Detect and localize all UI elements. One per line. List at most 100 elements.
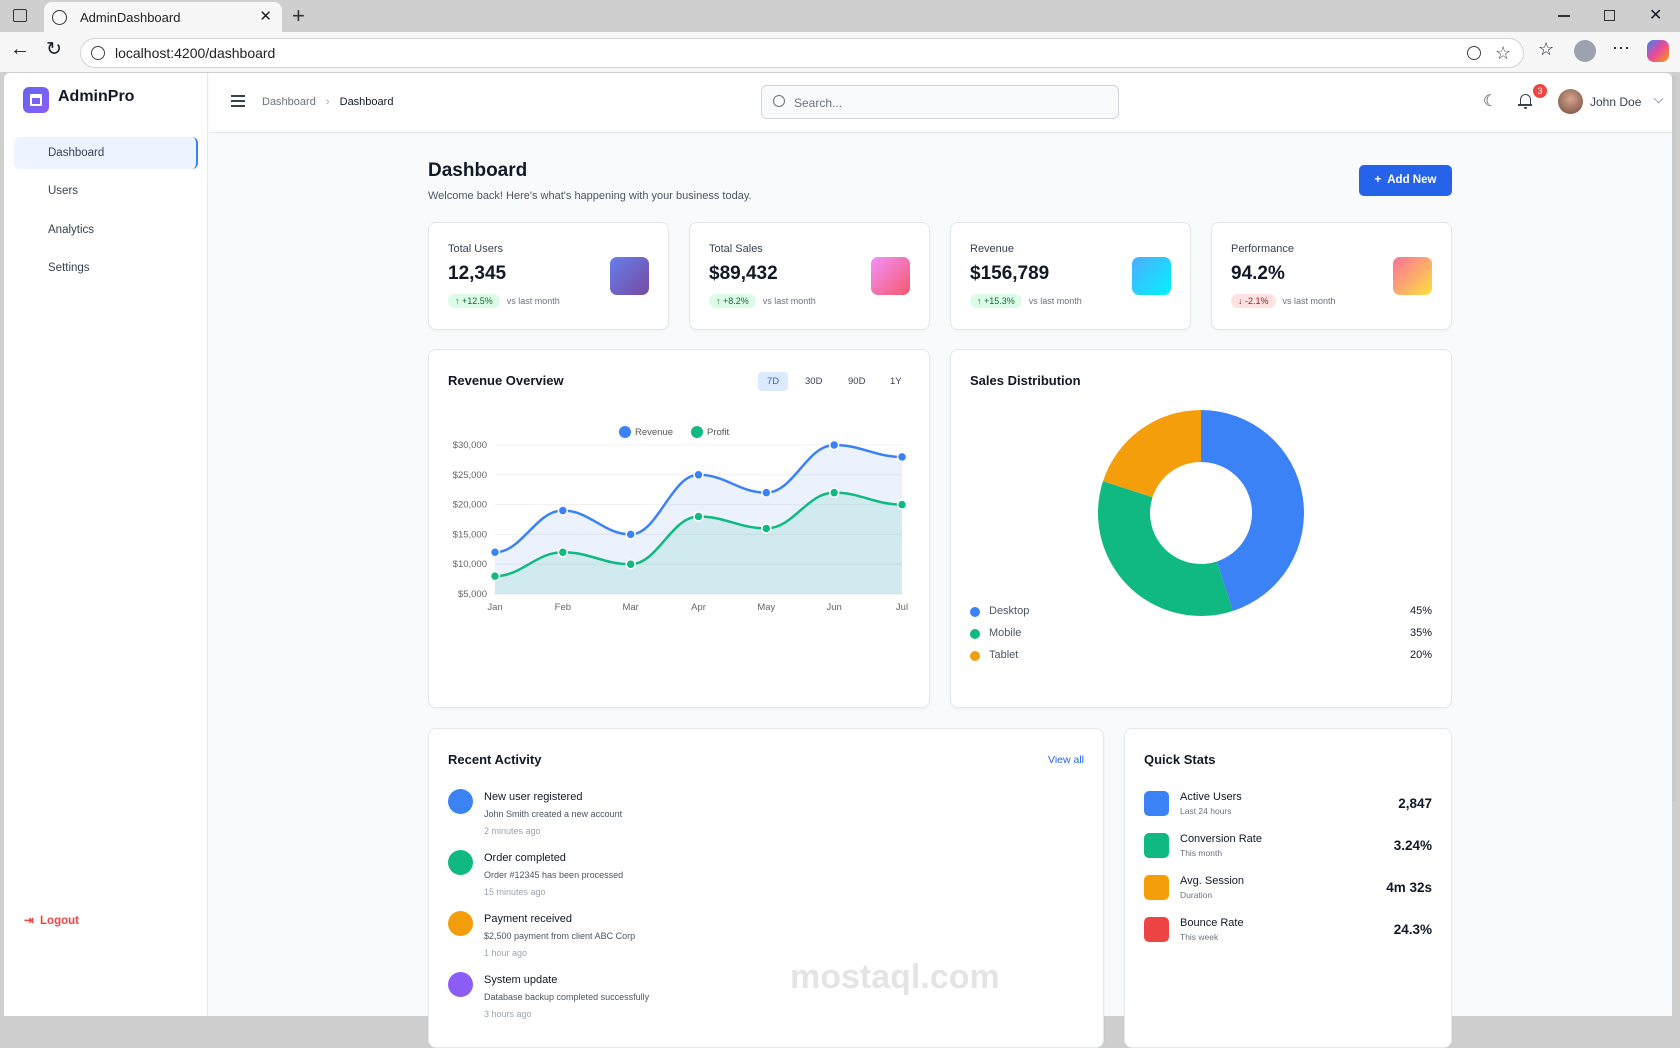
legend-dot — [970, 607, 980, 617]
star-icon[interactable]: ☆ — [1495, 43, 1512, 63]
activity-title: Payment received — [484, 913, 573, 925]
browser-tab[interactable]: AdminDashboard ✕ — [44, 2, 282, 32]
sidebar-item-users[interactable]: Users — [48, 185, 79, 197]
range-1y[interactable]: 1Y — [890, 376, 902, 387]
user-name[interactable]: John Doe — [1590, 95, 1642, 109]
quick-stat-sub: Duration — [1180, 890, 1213, 900]
minimize-icon[interactable] — [1558, 15, 1570, 17]
new-tab-icon[interactable]: + — [292, 3, 305, 28]
quick-stats-card: Quick Stats Active Users Last 24 hours 2,8… — [1124, 728, 1452, 1048]
breadcrumb-link[interactable]: Dashboard — [262, 96, 316, 108]
activity-title: Recent Activity — [448, 752, 542, 767]
notification-badge: 3 — [1533, 84, 1547, 98]
logout-button[interactable]: ⇥ Logout — [24, 913, 79, 927]
quick-stat-value: 4m 32s — [1386, 880, 1432, 895]
menu-icon[interactable] — [231, 95, 245, 107]
avatar[interactable] — [1558, 89, 1583, 114]
profit-point — [693, 511, 704, 522]
sidebar-toggle-icon[interactable] — [13, 9, 27, 22]
revenue-point — [761, 487, 772, 498]
revenue-line-chart: $5,000 $10,000 $15,000 $20,000 $25,000 $30,00… — [453, 426, 908, 613]
sidebar-item-settings[interactable]: Settings — [48, 262, 90, 274]
stat-note: vs last month — [1028, 296, 1082, 306]
stat-card: Total Users 12,345 ↑ +12.5% vs last month — [428, 222, 669, 330]
arrow-up-icon: ↑ — [455, 296, 463, 306]
range-90d[interactable]: 90D — [848, 376, 866, 387]
plus-icon: + — [1374, 174, 1382, 186]
restore-icon[interactable] — [1604, 10, 1615, 21]
activity-title: Order completed — [484, 852, 566, 864]
stat-label: Total Sales — [709, 243, 763, 255]
url-field[interactable]: localhost:4200/dashboard ☆ — [80, 38, 1524, 68]
legend-value: 45% — [1409, 605, 1432, 617]
search-input[interactable]: Search... — [761, 85, 1119, 119]
profit-point — [761, 523, 772, 534]
add-new-label: Add New — [1387, 174, 1437, 186]
url-text: localhost:4200/dashboard — [115, 45, 276, 61]
arrow-down-icon: ↓ — [1238, 296, 1246, 306]
top-header: Dashboard › Dashboard Search... ☾ 3 John… — [209, 73, 1672, 133]
zoom-icon[interactable] — [1467, 46, 1481, 60]
stat-change: +8.2% — [723, 296, 749, 306]
donut-slice-desktop — [1201, 410, 1304, 611]
chevron-down-icon[interactable] — [1653, 93, 1664, 104]
stat-note: vs last month — [506, 296, 560, 306]
copilot-icon[interactable] — [1647, 40, 1669, 62]
stat-change: +15.3% — [984, 296, 1015, 306]
stat-icon — [610, 257, 649, 295]
activity-title: New user registered — [484, 791, 583, 803]
sidebar: AdminPro Dashboard Users Analytics Setti… — [4, 73, 208, 1016]
browser-tab-strip: AdminDashboard ✕ + ✕ — [0, 0, 1680, 32]
legend-label: Mobile — [989, 627, 1022, 639]
activity-time: 15 minutes ago — [484, 887, 546, 897]
revenue-card-title: Revenue Overview — [448, 373, 564, 388]
breadcrumb: Dashboard › Dashboard — [262, 96, 393, 108]
profit-point — [625, 558, 636, 570]
legend-label: Desktop — [989, 605, 1030, 617]
reload-icon[interactable]: ↻ — [46, 39, 62, 60]
sidebar-item-analytics[interactable]: Analytics — [48, 224, 95, 236]
revenue-overview-card: Revenue Overview 7D 30D 90D 1Y $5,000 $10… — [428, 349, 930, 708]
arrow-up-icon: ↑ — [716, 296, 724, 306]
watermark: mostaql.com — [790, 958, 1000, 996]
sidebar-item-dashboard[interactable]: Dashboard — [14, 137, 198, 169]
view-all-link[interactable]: View all — [1048, 754, 1084, 766]
quick-stat-title: Active Users — [1180, 791, 1242, 803]
activity-desc: Database backup completed successfully — [484, 992, 650, 1002]
activity-desc: $2,500 payment from client ABC Corp — [484, 931, 636, 941]
quick-stat-sub: This month — [1180, 848, 1223, 858]
stat-change-row: ↑ +12.5% vs last month — [448, 294, 560, 308]
revenue-point — [693, 469, 704, 481]
info-icon — [91, 46, 105, 60]
legend-marker — [619, 426, 631, 438]
y-tick-label: $10,000 — [453, 559, 487, 570]
chevron-right-icon: › — [325, 96, 330, 108]
quick-stat-title: Conversion Rate — [1180, 833, 1262, 845]
more-icon[interactable]: ⋯ — [1612, 38, 1630, 58]
x-tick-label: Feb — [555, 602, 571, 613]
donut-slice-tablet — [1103, 410, 1201, 498]
range-7d[interactable]: 7D — [758, 372, 789, 391]
bell-icon[interactable] — [1518, 94, 1532, 109]
legend-item: Mobile 35% — [970, 627, 1432, 643]
profit-area — [495, 492, 902, 594]
arrow-up-icon: ↑ — [977, 296, 985, 306]
close-tab-icon[interactable]: ✕ — [259, 8, 272, 25]
legend-value: 35% — [1409, 627, 1432, 639]
tab-title: AdminDashboard — [80, 9, 181, 25]
profile-icon[interactable] — [1574, 40, 1596, 62]
sales-donut-chart — [1098, 410, 1304, 616]
stat-label: Performance — [1231, 243, 1294, 255]
y-tick-label: $25,000 — [453, 470, 487, 481]
stat-value: 12,345 — [448, 263, 507, 284]
activity-desc: Order #12345 has been processed — [484, 870, 624, 880]
favorites-icon[interactable]: ☆ — [1538, 39, 1555, 59]
scrollbar[interactable] — [1672, 76, 1676, 802]
close-window-icon[interactable]: ✕ — [1649, 7, 1663, 24]
add-new-button[interactable]: + Add New — [1359, 165, 1452, 196]
logout-label: Logout — [40, 915, 79, 927]
revenue-point — [489, 547, 501, 558]
range-30d[interactable]: 30D — [805, 376, 823, 387]
back-icon[interactable]: ← — [10, 38, 30, 60]
dark-mode-icon[interactable]: ☾ — [1483, 93, 1498, 110]
